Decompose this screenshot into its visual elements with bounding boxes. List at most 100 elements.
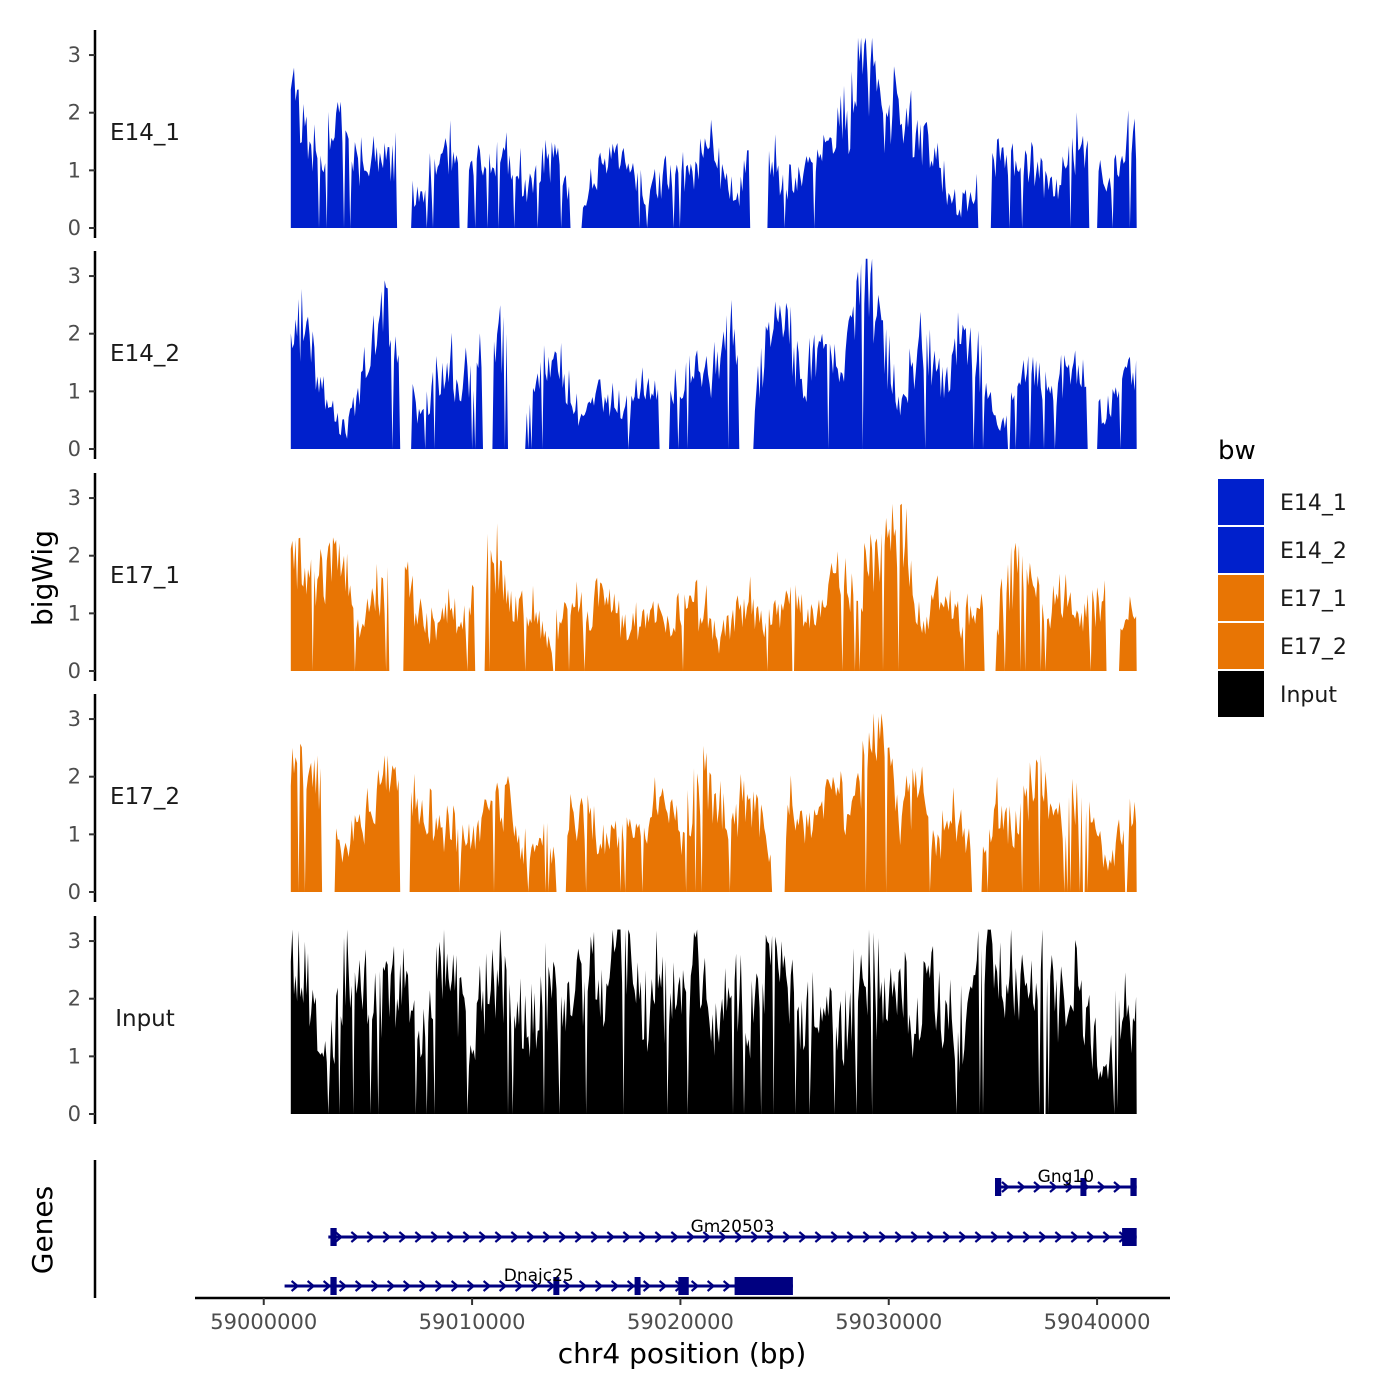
y-tick-label: 1 — [68, 158, 81, 182]
signal-area-E14_1 — [290, 37, 1137, 228]
gene-exon — [678, 1277, 689, 1295]
track-label: E17_1 — [110, 563, 180, 589]
y-tick-label: 3 — [68, 929, 81, 953]
gene-label: Dnajc25 — [504, 1266, 574, 1286]
y-tick-label: 0 — [68, 1102, 81, 1126]
strand-chevron — [306, 1280, 316, 1292]
tracks-layer: 0 1 2 3 E14_1 0 1 2 3 E14_2 0 1 2 3 E17_1 0 1 2 3 E17_2 0 1 2 3… — [68, 30, 1137, 1126]
strand-chevron — [350, 1231, 360, 1243]
strand-chevron — [638, 1231, 648, 1243]
legend-title: bw — [1218, 436, 1256, 466]
track-E17_1: 0 1 2 3 E17_1 — [68, 473, 1137, 683]
strand-chevron — [386, 1280, 396, 1292]
signal-area-E14_2 — [290, 258, 1137, 449]
strand-chevron — [334, 1231, 344, 1243]
y-tick-label: 1 — [68, 1044, 81, 1068]
strand-chevron — [1086, 1231, 1096, 1243]
strand-chevron — [926, 1231, 936, 1243]
strand-chevron — [290, 1280, 300, 1292]
strand-chevron — [942, 1231, 952, 1243]
strand-chevron — [830, 1231, 840, 1243]
signal-area-E17_2 — [290, 713, 1137, 892]
genes-panel: Gng10 Gm20503 Dnajc25 — [93, 1160, 1137, 1298]
strand-chevron — [434, 1280, 444, 1292]
strand-chevron — [322, 1280, 332, 1292]
strand-chevron — [478, 1231, 488, 1243]
strand-chevron — [750, 1231, 760, 1243]
strand-chevron — [514, 1280, 524, 1292]
track-label: E14_1 — [110, 120, 180, 146]
x-tick-label: 59000000 — [210, 1310, 317, 1334]
y-tick-label: 1 — [68, 601, 81, 625]
strand-chevron — [654, 1231, 664, 1243]
legend-swatch — [1218, 623, 1264, 669]
track-E17_2: 0 1 2 3 E17_2 — [68, 694, 1137, 904]
strand-chevron — [766, 1231, 776, 1243]
gene-exon — [634, 1277, 641, 1295]
x-axis: 59000000 59010000 59020000 59030000 59040000 — [195, 1296, 1170, 1334]
gene-label: Gm20503 — [691, 1217, 775, 1237]
strand-chevron — [446, 1231, 456, 1243]
gene-exon — [1080, 1178, 1087, 1196]
strand-chevron — [354, 1280, 364, 1292]
strand-chevron — [846, 1231, 856, 1243]
strand-chevron — [558, 1231, 568, 1243]
strand-chevron — [402, 1280, 412, 1292]
strand-chevron — [1022, 1231, 1032, 1243]
y-tick-label: 1 — [68, 379, 81, 403]
strand-chevron — [658, 1280, 668, 1292]
strand-chevron — [626, 1280, 636, 1292]
strand-chevron — [574, 1231, 584, 1243]
strand-chevron — [398, 1231, 408, 1243]
strand-chevron — [718, 1231, 728, 1243]
strand-chevron — [910, 1231, 920, 1243]
strand-chevron — [782, 1231, 792, 1243]
strand-chevron — [1102, 1231, 1112, 1243]
signal-area-Input — [290, 929, 1137, 1114]
strand-chevron — [642, 1280, 652, 1292]
y-tick-label: 2 — [68, 765, 81, 789]
y-tick-label: 1 — [68, 822, 81, 846]
strand-chevron — [1049, 1181, 1058, 1193]
legend-entry-label: Input — [1280, 683, 1337, 708]
gene-label: Gng10 — [1038, 1167, 1094, 1187]
legend-entry-label: E14_1 — [1280, 491, 1347, 516]
strand-chevron — [1001, 1181, 1010, 1193]
track-label: E14_2 — [110, 341, 180, 367]
strand-chevron — [1065, 1181, 1074, 1193]
strand-chevron — [1097, 1181, 1106, 1193]
track-label: E17_2 — [110, 784, 180, 810]
gene-Dnajc25: Dnajc25 — [284, 1266, 793, 1295]
strand-chevron — [1070, 1231, 1080, 1243]
y-tick-label: 0 — [68, 880, 81, 904]
strand-chevron — [958, 1231, 968, 1243]
legend-swatch — [1218, 479, 1264, 525]
x-axis-title: chr4 position (bp) — [558, 1337, 807, 1370]
genes-panel-title: Genes — [26, 1186, 59, 1274]
strand-chevron — [530, 1280, 540, 1292]
strand-chevron — [450, 1280, 460, 1292]
gene-exon — [734, 1277, 793, 1295]
y-tick-label: 3 — [68, 707, 81, 731]
track-label: Input — [115, 1006, 175, 1032]
strand-chevron — [706, 1280, 716, 1292]
strand-chevron — [418, 1280, 428, 1292]
y-tick-label: 2 — [68, 544, 81, 568]
strand-chevron — [878, 1231, 888, 1243]
gene-exon — [995, 1178, 1002, 1196]
strand-chevron — [366, 1231, 376, 1243]
strand-chevron — [702, 1231, 712, 1243]
y-tick-label: 0 — [68, 216, 81, 240]
strand-chevron — [414, 1231, 424, 1243]
strand-chevron — [734, 1231, 744, 1243]
strand-chevron — [606, 1231, 616, 1243]
strand-chevron — [798, 1231, 808, 1243]
strand-chevron — [622, 1231, 632, 1243]
legend-swatch — [1218, 575, 1264, 621]
strand-chevron — [862, 1231, 872, 1243]
strand-chevron — [382, 1231, 392, 1243]
strand-chevron — [722, 1280, 732, 1292]
strand-chevron — [990, 1231, 1000, 1243]
gene-exon — [553, 1277, 560, 1295]
